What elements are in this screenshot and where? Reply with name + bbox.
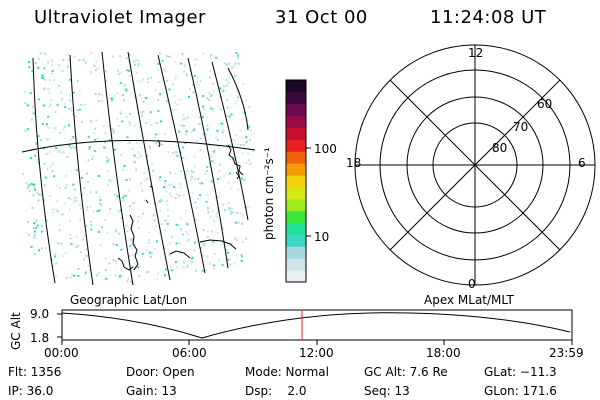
colorbar-band [286, 198, 306, 212]
colorbar-frame [285, 79, 307, 283]
status-gc-alt: GC Alt: 7.6 Re [364, 365, 448, 379]
colorbar-band [286, 127, 306, 140]
colorbar-band [286, 91, 306, 105]
time-tick-0000: 00:00 [44, 346, 79, 360]
colorbar-band [286, 139, 306, 152]
colorbar-band [286, 270, 306, 283]
status-glat: GLat: −11.3 [484, 365, 557, 379]
colorbar-band [286, 151, 306, 164]
status-dsp: Dsp: 2.0 [245, 384, 307, 398]
altitude-axis-label: GC Alt [9, 312, 23, 350]
geographic-label: Geographic Lat/Lon [70, 293, 188, 307]
date-label: 31 Oct 00 [275, 7, 368, 28]
polar-grid [354, 44, 596, 286]
coastlines [117, 139, 244, 271]
colorbar-band [286, 210, 306, 224]
colorbar-band [286, 103, 306, 117]
apex-label: Apex MLat/MLT [424, 293, 514, 307]
mlat-label-70: 70 [513, 120, 529, 134]
status-ip: IP: 36.0 [8, 384, 54, 398]
mlat-label-80: 80 [492, 141, 508, 155]
time-tick-2359: 23:59 [549, 346, 584, 360]
colorbar-band [286, 234, 306, 247]
mlt-label-6: 6 [578, 156, 586, 170]
colorbar-band [286, 246, 306, 259]
colorbar-band [286, 175, 306, 188]
status-flt: Flt: 1356 [8, 365, 62, 379]
mlt-label-18: 18 [346, 156, 362, 170]
colorbar-band [286, 222, 306, 235]
time-tick-0600: 06:00 [172, 346, 207, 360]
colorbar-band [286, 163, 306, 176]
colorbar-band [286, 115, 306, 129]
time-tick-1200: 12:00 [299, 346, 334, 360]
colorbar-band [286, 80, 306, 93]
status-gain: Gain: 13 [126, 384, 177, 398]
altitude-tick-low: 1.8 [30, 331, 50, 345]
colorbar [286, 80, 306, 283]
status-glon: GLon: 171.6 [484, 384, 557, 398]
mlt-label-0: 0 [468, 277, 476, 291]
status-door: Door: Open [126, 365, 195, 379]
uv-image [20, 52, 255, 283]
colorbar-tick-100: 100 [314, 142, 337, 156]
mlt-label-12: 12 [468, 46, 484, 60]
altitude-plot [57, 309, 573, 345]
instrument-title: Ultraviolet Imager [34, 7, 206, 28]
altitude-tick-high: 9.0 [30, 307, 50, 321]
colorbar-tick-10: 10 [314, 230, 330, 244]
colorbar-unit-label: photon cm⁻²s⁻¹ [262, 147, 276, 240]
colorbar-band [286, 186, 306, 200]
time-tick-1800: 18:00 [426, 346, 461, 360]
status-mode: Mode: Normal [245, 365, 329, 379]
time-label: 11:24:08 UT [430, 7, 547, 28]
status-seq: Seq: 13 [364, 384, 410, 398]
colorbar-band [286, 258, 306, 271]
mlat-label-60: 60 [537, 97, 553, 111]
